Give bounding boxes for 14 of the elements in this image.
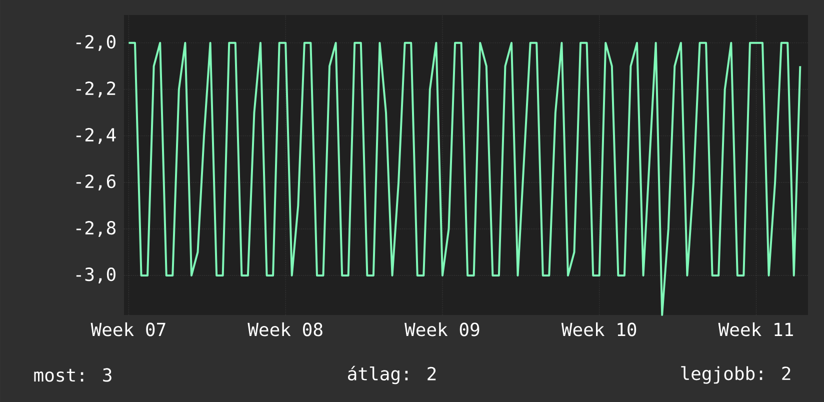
y-tick-label: -2,4 [76,128,116,144]
y-tick-label: -2,2 [76,81,116,98]
text: most: 3 [34,368,112,382]
x-tick-label: Week 09 [404,322,480,336]
x-tick-label: Week 10 [561,322,636,336]
x-tick-label: Week 08 [248,322,322,336]
text: legjobb: 2 [681,366,790,384]
x-tick-label: Week 11 [718,322,793,336]
text: átlag: 2 [348,366,436,384]
x-tick-label: Week 07 [90,322,166,336]
y-tick-label: -3,0 [76,268,116,284]
y-tick-label: -2,8 [76,220,116,237]
y-tick-label: -2,6 [76,174,116,190]
y-tick-label: -2,0 [76,34,116,51]
